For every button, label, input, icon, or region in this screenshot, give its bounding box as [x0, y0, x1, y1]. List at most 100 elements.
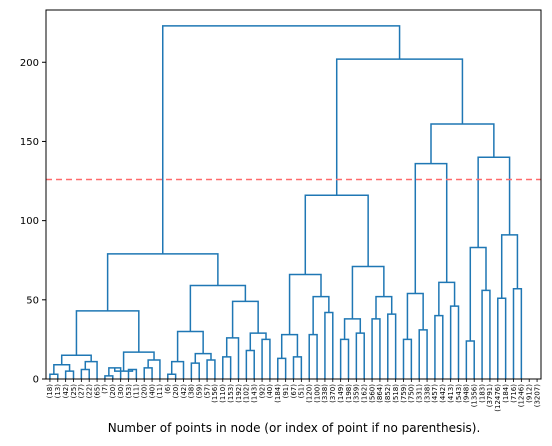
leaf-label: (442) [439, 384, 447, 403]
leaf-label: (518) [392, 384, 400, 403]
leaf-label: (457) [431, 384, 439, 403]
dendrogram-link [206, 359, 216, 379]
leaf-label: (27) [78, 384, 86, 399]
leaf-label: (143) [251, 384, 259, 403]
dendrogram-link [371, 318, 381, 379]
leaf-label: (156) [211, 384, 219, 403]
leaf-label: (120) [306, 384, 314, 403]
leaf-label: (750) [408, 384, 416, 403]
y-tick-label: 100 [20, 216, 39, 227]
leaf-label: (370) [329, 384, 337, 403]
dendrogram-link [53, 363, 71, 375]
dendrogram-link [249, 332, 267, 351]
dendrogram-link [512, 287, 523, 379]
leaf-label: (413) [447, 384, 455, 403]
y-tick-label: 150 [20, 137, 39, 148]
dendrogram-link [430, 123, 495, 164]
dendrogram-link [469, 246, 487, 341]
leaf-label: (1356) [471, 384, 479, 408]
leaf-label: (13) [54, 384, 62, 399]
dendrogram-link [308, 333, 318, 379]
leaf-label: (153) [227, 384, 235, 403]
leaf-label: (7) [101, 384, 109, 394]
dendrogram-link [280, 333, 299, 359]
leaf-label: (759) [400, 384, 408, 403]
leaf-label: (51) [298, 384, 306, 399]
leaf-label: (338) [423, 384, 431, 403]
dendrogram-link [245, 349, 255, 379]
dendrogram-link [343, 318, 362, 340]
dendrogram-link [355, 332, 365, 379]
leaf-label: (912) [526, 384, 534, 403]
dendrogram-link [60, 354, 92, 365]
leaf-label: (11) [156, 384, 164, 399]
dendrogram-link [438, 281, 456, 316]
leaf-label: (18) [46, 384, 54, 399]
dendrogram-link [261, 338, 271, 379]
leaf-label: (92) [258, 384, 266, 399]
dendrogram-link [351, 265, 385, 319]
leaf-label: (864) [376, 384, 384, 403]
leaf-label: (20) [172, 384, 180, 399]
leaf-label: (948) [463, 384, 471, 403]
dendrogram-link [418, 329, 428, 379]
leaf-label: (3207) [533, 384, 541, 408]
plot-background [46, 10, 541, 379]
dendrogram-link [387, 313, 397, 379]
leaf-label: (67) [290, 384, 298, 399]
dendrogram-link [104, 375, 114, 379]
leaf-label: (100) [313, 384, 321, 403]
dendrogram-link [80, 368, 90, 379]
y-tick-label: 200 [20, 58, 39, 69]
leaf-label: (25) [70, 384, 78, 399]
leaf-label: (53) [125, 384, 133, 399]
dendrogram-link [497, 297, 507, 379]
dendrogram-link [64, 370, 75, 379]
leaf-label: (1246) [518, 384, 526, 408]
leaf-label: (91) [282, 384, 290, 399]
dendrogram-link [108, 367, 122, 379]
dendrogram-link [114, 367, 134, 372]
dendrogram-link [406, 292, 424, 340]
leaf-label: (560) [368, 384, 376, 403]
leaf-label: (184) [502, 384, 510, 403]
dendrogram-link [167, 373, 177, 379]
leaf-label: (184) [274, 384, 282, 403]
dendrogram-links [49, 25, 523, 379]
leaf-label: (102) [243, 384, 251, 403]
leaf-label: (192) [235, 384, 243, 403]
leaf-label: (30) [117, 384, 125, 399]
leaf-label: (852) [384, 384, 392, 403]
leaf-label: (716) [510, 384, 518, 403]
leaf-label: (40) [266, 384, 274, 399]
dendrogram-link [402, 338, 413, 379]
leaf-label: (110) [219, 384, 227, 403]
leaf-label: (20) [109, 384, 117, 399]
dendrogram-link [49, 373, 59, 379]
dendrogram-link [304, 194, 369, 275]
leaf-label: (42) [180, 384, 188, 399]
leaf-label: (20) [141, 384, 149, 399]
leaf-label: (59) [196, 384, 204, 399]
leaf-label: (338) [321, 384, 329, 403]
leaf-label: (149) [337, 384, 345, 403]
leaf-label: (65) [93, 384, 101, 399]
leaf-label: (40) [148, 384, 156, 399]
leaf-label: (359) [353, 384, 361, 403]
leaf-label: (183) [478, 384, 486, 403]
leaf-label: (38) [188, 384, 196, 399]
leaf-label: (57) [203, 384, 211, 399]
dendrogram-link [194, 352, 212, 364]
dendrogram-link [147, 359, 161, 379]
leaf-label: (543) [455, 384, 463, 403]
x-axis-label: Number of points in node (or index of po… [108, 421, 481, 435]
y-axis: 0 50 100 150 200 [20, 58, 46, 386]
leaf-label: (22) [86, 384, 94, 399]
y-tick-label: 0 [33, 375, 39, 386]
dendrogram-link [339, 338, 350, 379]
leaf-label: (331) [416, 384, 424, 403]
y-tick-label: 50 [26, 295, 39, 306]
leaf-label: (162) [361, 384, 369, 403]
dendrogram-link [162, 25, 401, 254]
